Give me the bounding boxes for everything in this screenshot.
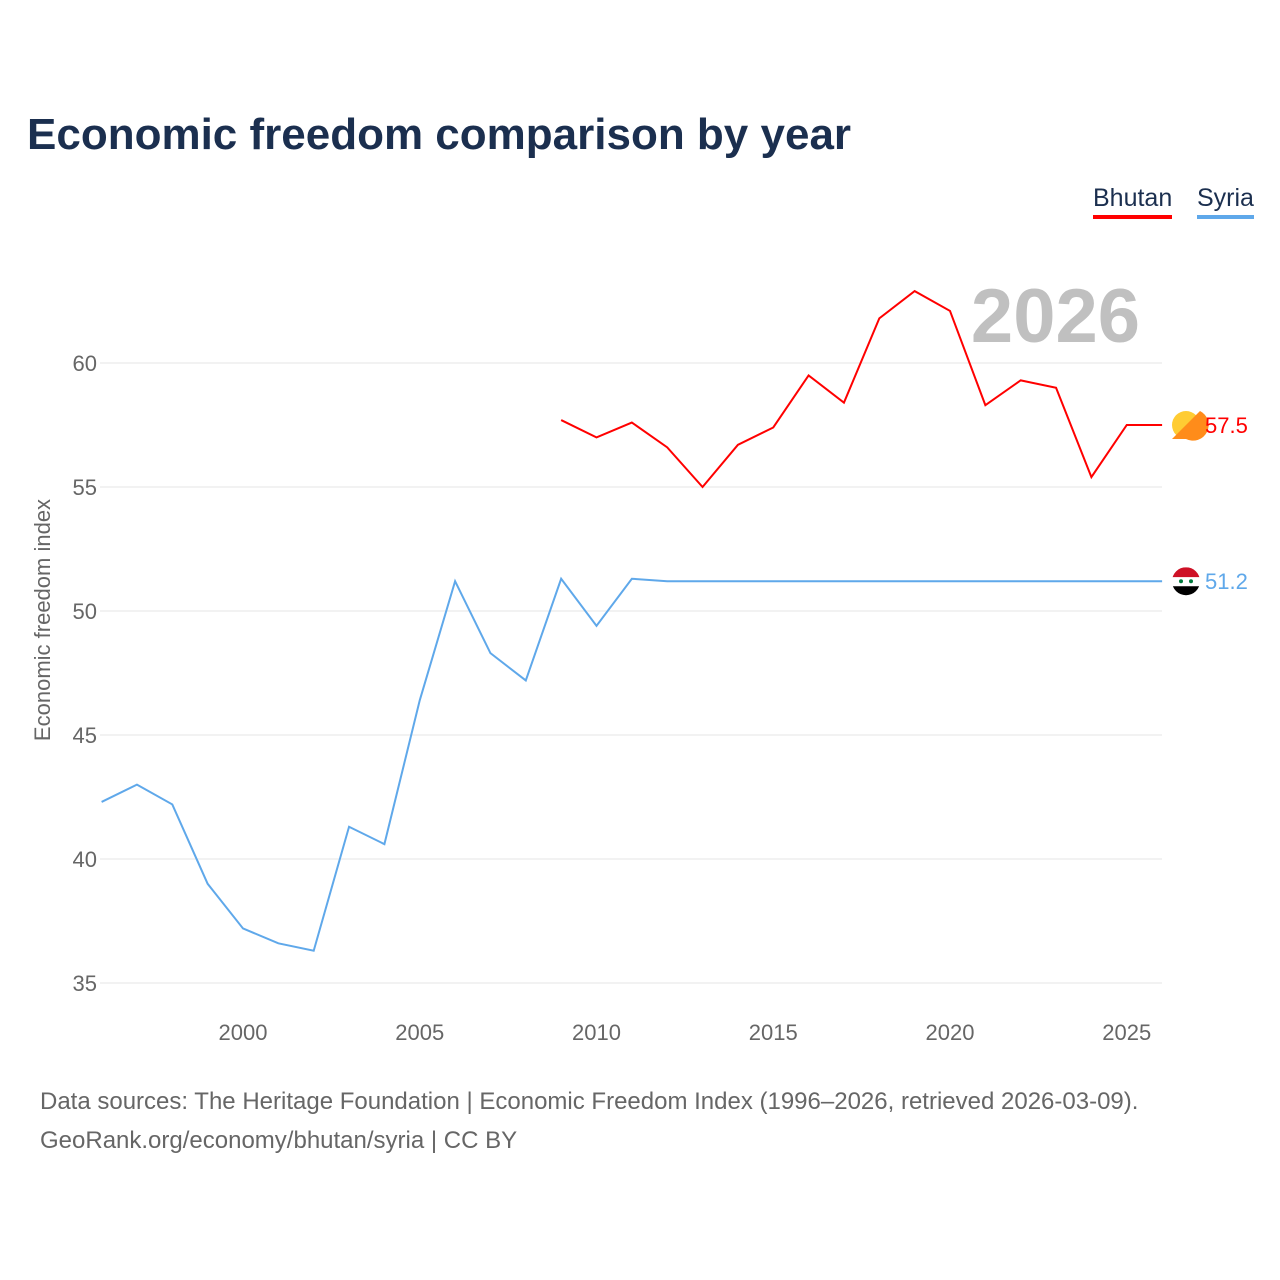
x-tick-label: 2000 (219, 1020, 268, 1045)
x-tick-label: 2010 (572, 1020, 621, 1045)
y-tick-label: 55 (73, 475, 97, 500)
x-tick-label: 2005 (395, 1020, 444, 1045)
end-value-label-bhutan: 57.5 (1205, 413, 1248, 438)
series-line-syria (101, 576, 1163, 952)
chart-title: Economic freedom comparison by year (27, 110, 852, 159)
x-tick-label: 2025 (1102, 1020, 1151, 1045)
x-tick-label: 2015 (749, 1020, 798, 1045)
syria-flag-icon (1172, 567, 1200, 596)
legend-syria[interactable]: Syria (1197, 184, 1254, 219)
bhutan-flag-icon (1172, 411, 1209, 441)
y-tick-label: 40 (73, 847, 97, 872)
year-watermark: 2026 (971, 274, 1140, 359)
footer-credit[interactable]: GeoRank.org/economy/bhutan/syria | CC BY (40, 1127, 518, 1154)
line-chart: 35 40 45 50 55 60 2000 2005 2010 2015 2020 2025 202… (30, 274, 1248, 1045)
y-tick-label: 45 (73, 723, 97, 748)
legend-bhutan[interactable]: Bhutan (1093, 184, 1173, 219)
end-value-label-syria: 51.2 (1205, 569, 1248, 594)
y-axis-label: Economic freedom index (30, 499, 55, 741)
y-tick-label: 35 (73, 971, 97, 996)
series-line-bhutan (560, 289, 1163, 489)
x-tick-label: 2020 (926, 1020, 975, 1045)
y-tick-label: 60 (73, 351, 97, 376)
footer-sources: Data sources: The Heritage Foundation | … (40, 1088, 1139, 1115)
y-tick-label: 50 (73, 599, 97, 624)
